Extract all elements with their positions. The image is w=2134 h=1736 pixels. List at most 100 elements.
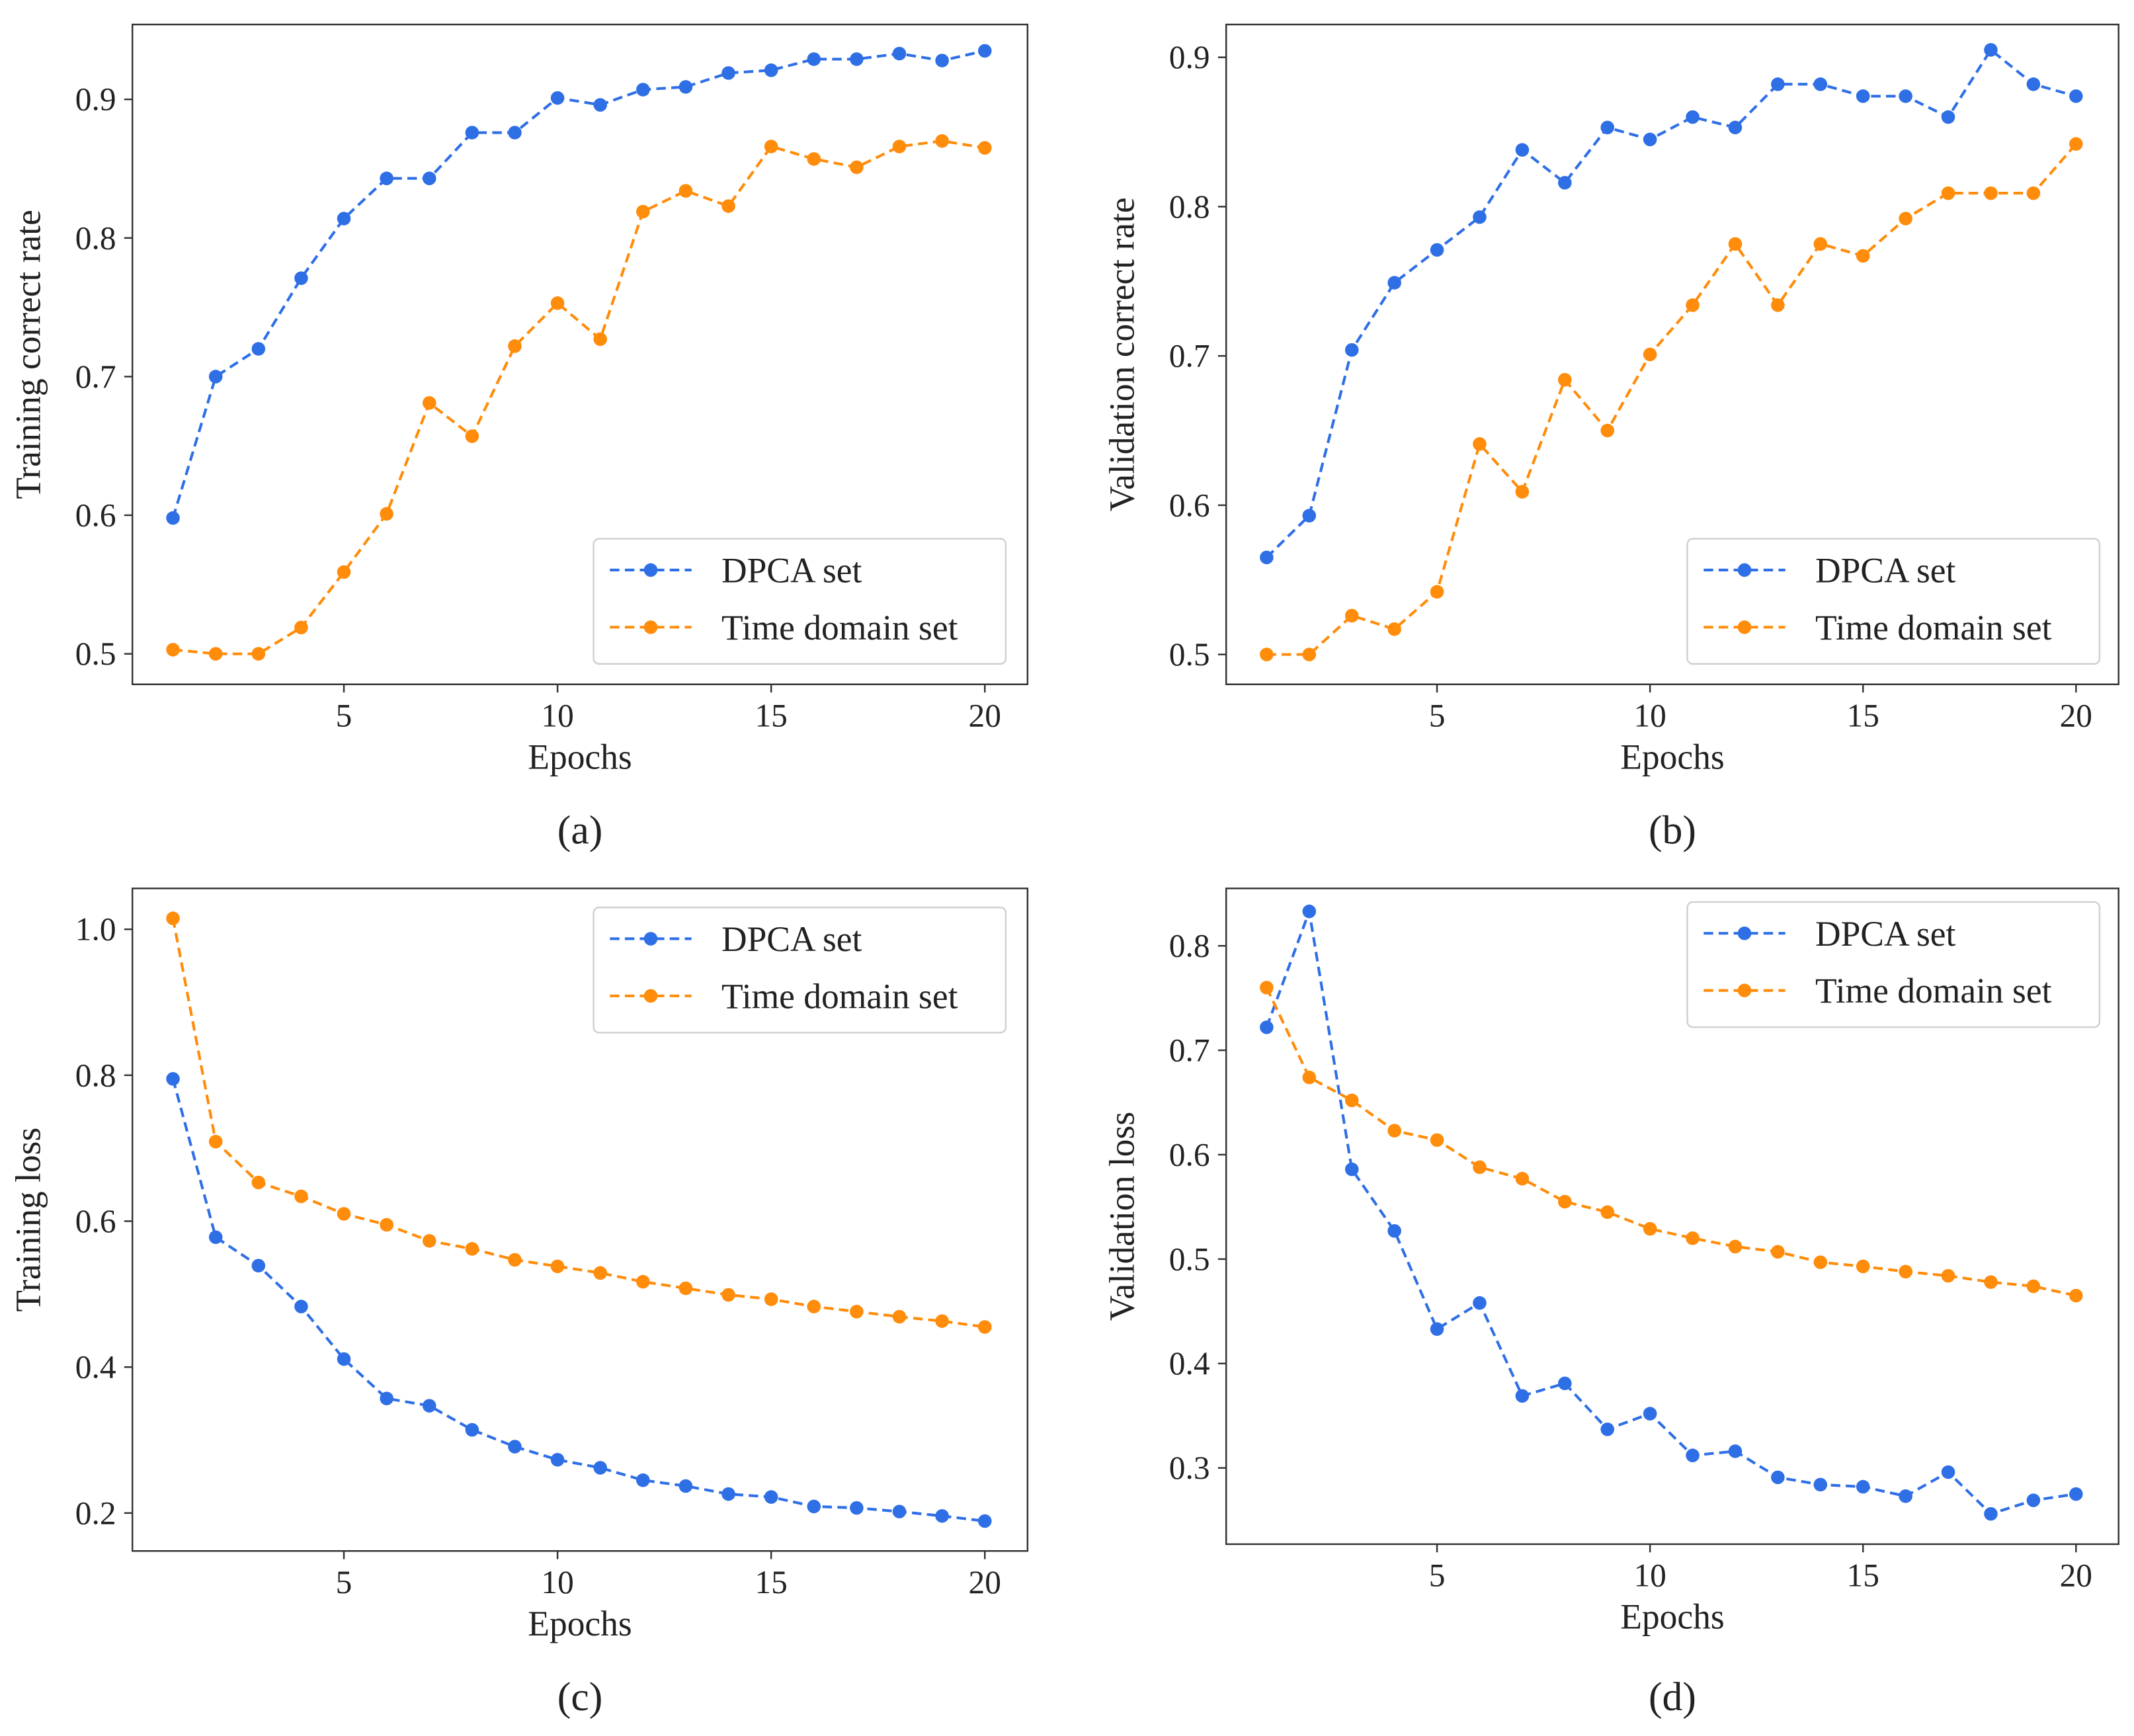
panel-caption: (a) — [557, 807, 602, 852]
legend-marker — [643, 932, 658, 946]
data-point — [208, 1134, 223, 1149]
series-line-dpca — [1265, 48, 2076, 559]
data-point — [1643, 132, 1657, 147]
data-point — [1515, 485, 1530, 499]
data-point — [1771, 298, 1785, 312]
data-point — [1643, 1407, 1657, 1421]
y-tick-label: 0.5 — [75, 636, 116, 672]
data-point — [1344, 1162, 1359, 1177]
data-point — [465, 1423, 479, 1437]
data-point — [1430, 585, 1444, 599]
data-point — [550, 1453, 565, 1467]
data-point — [1899, 212, 1912, 226]
data-point — [1728, 1444, 1743, 1458]
legend-label: DPCA set — [1815, 914, 1956, 954]
data-point — [2026, 1279, 2041, 1294]
data-point — [764, 63, 778, 77]
data-point — [337, 1207, 351, 1221]
legend: DPCA set Time domain set — [593, 906, 1007, 1034]
data-point — [166, 511, 180, 525]
legend-frame — [1686, 538, 2101, 665]
data-point — [1260, 647, 1274, 661]
data-point — [678, 184, 693, 198]
y-tick-label: 0.9 — [75, 81, 116, 118]
data-point — [380, 1218, 393, 1232]
data-point — [1728, 237, 1743, 251]
data-point — [251, 647, 266, 661]
chart-panel-a: 5 10 15 20 0.5 0.6 0.7 0.8 0.9 Epochs Training cor… — [8, 23, 1029, 852]
x-tick-label: 5 — [1429, 1557, 1446, 1594]
data-point — [294, 1300, 308, 1313]
data-point — [892, 140, 907, 153]
y-tick-label: 0.7 — [1169, 1032, 1210, 1069]
data-point — [764, 1490, 778, 1504]
data-point — [977, 1320, 992, 1334]
data-point — [294, 271, 308, 285]
legend-label: Time domain set — [721, 608, 958, 647]
data-point — [166, 643, 180, 657]
chart-panel-c: 5 10 15 20 0.2 0.4 0.6 0.8 1.0 Epochs Training los… — [8, 888, 1029, 1719]
data-point — [850, 160, 864, 175]
y-tick-label: 0.6 — [1169, 487, 1210, 523]
legend-marker — [1737, 563, 1752, 577]
x-axis-label: Epochs — [1620, 1596, 1724, 1636]
y-tick-label: 0.5 — [1169, 636, 1210, 673]
x-tick-label: 20 — [969, 698, 1001, 734]
data-point — [1686, 298, 1700, 312]
data-point — [294, 1189, 308, 1204]
data-point — [465, 1242, 479, 1256]
data-point — [2026, 186, 2041, 200]
data-point — [721, 199, 735, 213]
data-point — [721, 1487, 735, 1501]
series-line-time-domain — [173, 140, 985, 655]
data-point — [1430, 243, 1444, 257]
chart-panel-b: 5 10 15 20 0.5 0.6 0.7 0.8 0.9 Epochs Validation c… — [1102, 23, 2119, 852]
legend-label: Time domain set — [1815, 608, 2052, 647]
data-point — [166, 911, 180, 925]
data-point — [1344, 343, 1359, 357]
x-tick-label: 15 — [1847, 698, 1879, 734]
y-axis-label: Training correct rate — [8, 210, 48, 499]
data-point — [251, 1175, 266, 1190]
data-point — [1558, 176, 1572, 190]
data-point — [208, 370, 223, 384]
x-tick-label: 20 — [969, 1564, 1001, 1600]
data-point — [422, 395, 436, 410]
data-point — [508, 1440, 522, 1454]
data-point — [1344, 608, 1359, 623]
data-point — [1473, 210, 1487, 224]
data-point — [508, 126, 522, 140]
data-point — [1260, 550, 1274, 565]
x-axis-label: Epochs — [528, 1604, 632, 1643]
data-point — [251, 342, 266, 356]
legend-label: DPCA set — [1815, 550, 1956, 590]
data-point — [764, 1292, 778, 1306]
legend-frame — [593, 906, 1007, 1034]
data-point — [977, 44, 992, 58]
data-point — [1600, 1205, 1615, 1219]
data-point — [764, 140, 778, 153]
x-tick-label: 5 — [336, 698, 352, 734]
series-line-dpca — [171, 49, 985, 518]
data-point — [593, 1461, 607, 1475]
data-point — [166, 1072, 180, 1086]
data-point — [1430, 1322, 1444, 1336]
legend-label: Time domain set — [1815, 971, 2052, 1011]
data-point — [337, 565, 351, 579]
legend-frame — [593, 538, 1007, 665]
plot-area-frame — [1225, 23, 2119, 686]
x-tick-label: 15 — [755, 698, 787, 734]
data-point — [380, 507, 393, 521]
x-tick-label: 5 — [336, 1564, 352, 1600]
y-tick-label: 0.8 — [1169, 928, 1210, 964]
data-point — [1899, 89, 1912, 103]
data-point — [294, 620, 308, 635]
y-axis-label: Validation correct rate — [1102, 197, 1141, 511]
data-point — [1771, 1245, 1785, 1259]
data-point — [678, 80, 693, 94]
y-tick-label: 0.4 — [1169, 1345, 1210, 1382]
data-point — [678, 1281, 693, 1296]
data-point — [1856, 249, 1870, 263]
y-tick-label: 0.6 — [75, 497, 116, 534]
series-line-time-domain — [171, 918, 985, 1329]
